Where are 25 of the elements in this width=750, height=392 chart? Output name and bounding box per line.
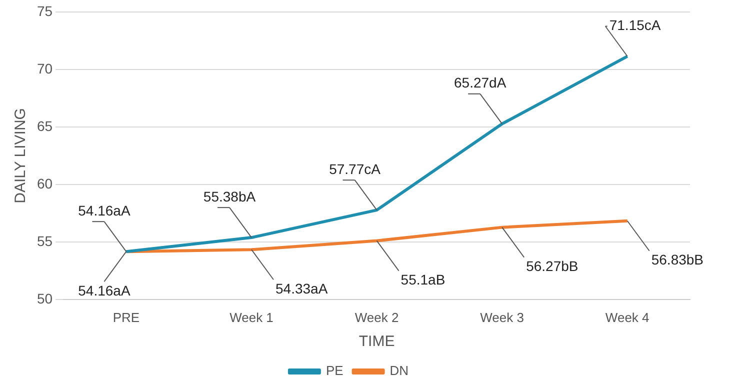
- legend-label: PE: [326, 363, 344, 378]
- y-tick-label: 60: [36, 175, 53, 192]
- y-axis-title: DAILY LIVING: [12, 108, 30, 204]
- x-tick-label: Week 2: [354, 310, 399, 325]
- data-label: 55.38bA: [203, 188, 256, 204]
- data-label: 54.16aA: [78, 282, 131, 298]
- data-label: 56.27bB: [526, 258, 578, 274]
- data-label: 54.16aA: [78, 202, 131, 218]
- data-label: 55.1aB: [400, 272, 446, 288]
- y-tick-label: 50: [36, 290, 53, 306]
- x-tick-label: Week 4: [605, 310, 650, 325]
- y-tick-label: 65: [36, 118, 53, 134]
- y-tick-label: 75: [36, 2, 53, 19]
- data-label: 65.27dA: [454, 74, 507, 91]
- data-label: 57.77cA: [329, 160, 382, 177]
- data-label: 71.15cA: [609, 17, 662, 34]
- x-tick-label: Week 1: [230, 310, 274, 325]
- x-tick-label: Week 3: [480, 310, 524, 325]
- x-axis-title: TIME: [358, 333, 395, 350]
- y-tick-label: 70: [36, 60, 53, 76]
- data-label: 56.83bB: [651, 252, 704, 268]
- x-tick-label: PRE: [112, 310, 140, 325]
- y-tick-label: 55: [36, 232, 53, 249]
- legend-label: DN: [390, 363, 409, 378]
- data-label: 54.33aA: [276, 280, 328, 296]
